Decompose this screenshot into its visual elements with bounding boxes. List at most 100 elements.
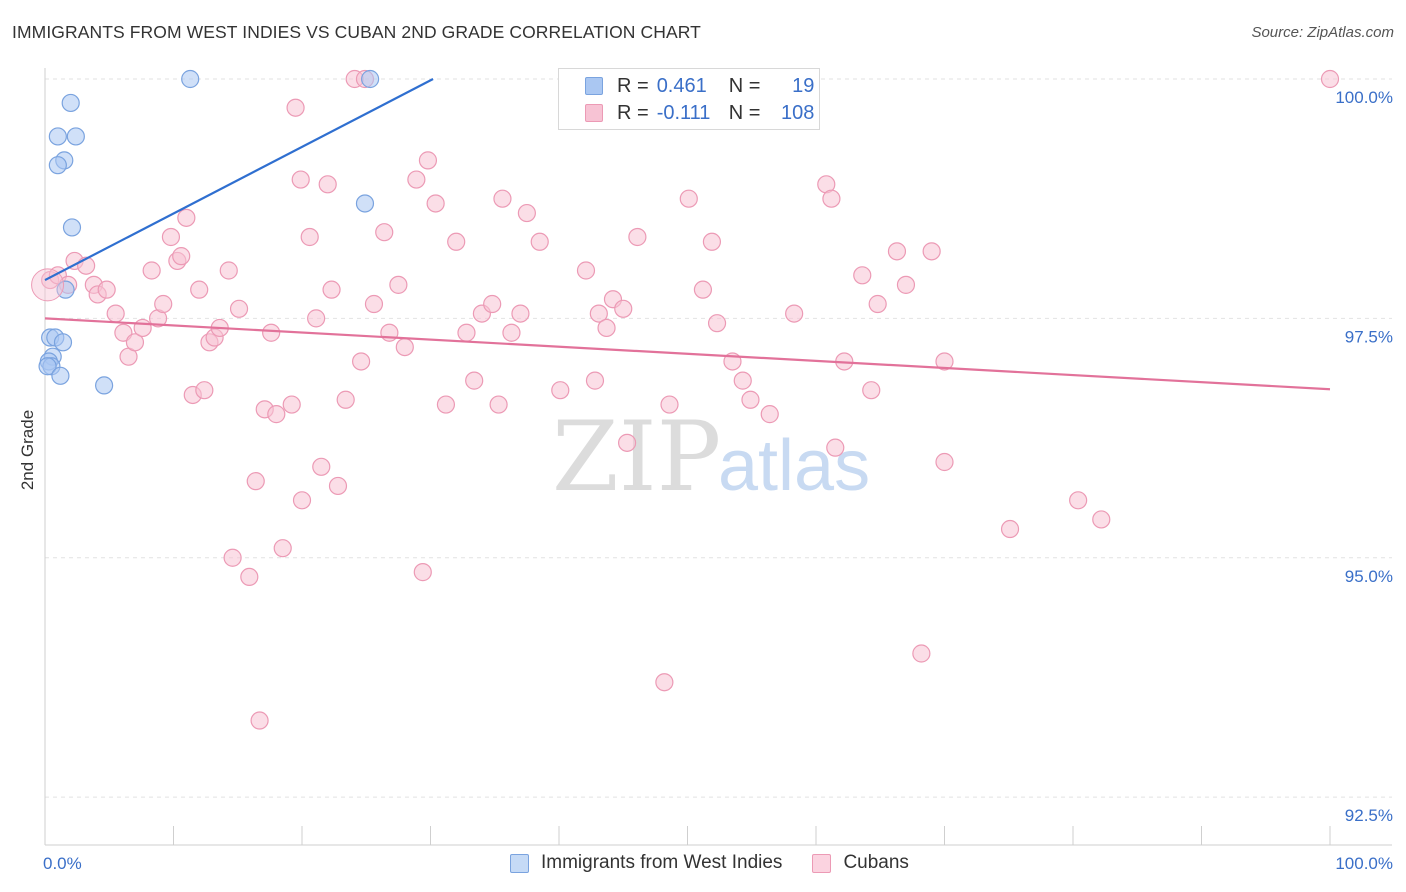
data-point (1069, 491, 1088, 510)
legend-item-west-indies[interactable]: Immigrants from West Indies (510, 852, 782, 874)
x-tick-label: 0.0% (43, 854, 82, 873)
data-points (31, 69, 1340, 730)
data-point (502, 323, 521, 342)
data-point (291, 170, 310, 189)
data-point (267, 405, 286, 424)
axes (44, 68, 1392, 846)
data-point (246, 472, 265, 491)
data-point (66, 127, 85, 146)
data-point (125, 333, 145, 352)
data-point (53, 333, 73, 352)
legend-label-cubans: Cubans (843, 852, 909, 873)
legend-item-cubans[interactable]: Cubans (812, 852, 909, 874)
data-point (355, 194, 375, 213)
data-point (223, 548, 242, 567)
data-point (551, 381, 570, 400)
data-point (181, 69, 200, 89)
data-point (585, 371, 605, 390)
data-point (133, 318, 152, 338)
data-point (48, 156, 67, 175)
data-point (679, 189, 698, 208)
data-point (530, 232, 549, 251)
data-point (493, 189, 512, 208)
data-point (219, 261, 238, 280)
chart-title: IMMIGRANTS FROM WEST INDIES VS CUBAN 2ND… (12, 22, 701, 42)
data-point (195, 381, 214, 400)
data-point (161, 227, 181, 247)
data-point (896, 275, 916, 294)
data-point (240, 567, 259, 587)
data-point (154, 294, 173, 314)
y-axis-label: 2nd Grade (18, 409, 37, 491)
data-point (922, 242, 941, 261)
data-point (511, 304, 530, 323)
legend-r-label: R = (617, 74, 649, 97)
data-point (465, 371, 484, 390)
data-point (97, 280, 116, 299)
y-tick-label: 97.5% (1345, 327, 1393, 346)
watermark-zip: ZIP (552, 401, 721, 513)
source-label: Source: ZipAtlas.com (1251, 24, 1394, 41)
data-point (229, 299, 249, 318)
data-point (318, 175, 337, 194)
data-point (887, 242, 907, 261)
data-point (702, 232, 722, 251)
trend-lines (44, 78, 1331, 391)
data-point (614, 299, 633, 318)
data-point (142, 261, 161, 280)
data-point (413, 563, 432, 582)
data-point (576, 261, 596, 280)
data-point (517, 203, 536, 223)
data-point (407, 170, 426, 189)
legend-swatch-west-indies (510, 853, 529, 873)
data-point (868, 294, 887, 314)
data-point (862, 381, 881, 400)
y-tick-label: 95.0% (1345, 567, 1393, 586)
data-point (822, 189, 841, 208)
data-point (177, 208, 196, 227)
legend-n-value: 19 (792, 74, 815, 97)
data-point (300, 227, 319, 247)
data-point (38, 357, 57, 376)
data-point (375, 223, 394, 242)
data-point (31, 268, 65, 302)
data-point (336, 390, 355, 409)
data-point (282, 395, 301, 414)
data-point (489, 395, 508, 414)
data-point (172, 247, 191, 266)
data-point (389, 275, 408, 294)
watermark-atlas: atlas (718, 426, 870, 506)
data-point (693, 280, 713, 299)
data-point (250, 711, 269, 730)
data-point (262, 323, 281, 342)
data-point (426, 194, 445, 213)
data-point (628, 227, 647, 247)
data-point (48, 127, 67, 146)
y-tick-label: 100.0% (1335, 88, 1393, 107)
legend-row-cubans: R = -0.111 N = 108 (585, 100, 814, 126)
x-tick-label: 100.0% (1335, 854, 1393, 873)
data-point (660, 395, 679, 414)
data-point (733, 371, 752, 390)
data-point (853, 266, 872, 285)
data-point (307, 309, 326, 328)
legend-n-label: N = (728, 101, 761, 124)
data-point (1000, 519, 1020, 539)
data-point (322, 280, 341, 299)
data-point (597, 318, 616, 338)
data-point (361, 69, 380, 89)
data-point (785, 304, 804, 323)
data-point (707, 314, 727, 333)
data-point (655, 673, 674, 692)
data-point (935, 452, 954, 472)
y-tick-label: 92.5% (1345, 806, 1393, 825)
data-point (61, 93, 80, 113)
stats-legend: R = 0.461 N = 19 R = -0.111 N = 108 (558, 68, 820, 130)
data-point (51, 366, 70, 385)
legend-row-west-indies: R = 0.461 N = 19 (585, 73, 814, 99)
series-legend: Immigrants from West Indies Cubans (510, 852, 939, 874)
data-point (418, 151, 438, 170)
data-point (352, 352, 371, 371)
data-point (273, 539, 292, 558)
